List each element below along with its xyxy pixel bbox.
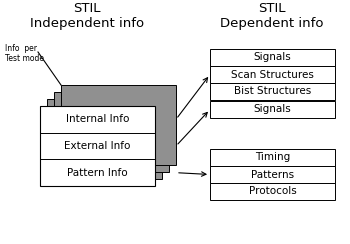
Text: STIL
Dependent info: STIL Dependent info xyxy=(220,2,324,30)
Bar xyxy=(40,106,155,186)
Bar xyxy=(210,66,335,83)
Text: External Info: External Info xyxy=(64,141,131,151)
Text: Patterns: Patterns xyxy=(251,170,294,180)
Text: Signals: Signals xyxy=(254,52,291,62)
Bar xyxy=(47,99,162,179)
Bar xyxy=(210,166,335,183)
Bar xyxy=(210,101,335,118)
Bar xyxy=(210,183,335,200)
Text: Timing: Timing xyxy=(255,152,290,163)
Text: Info  per
Test mode: Info per Test mode xyxy=(5,44,44,63)
Text: Protocols: Protocols xyxy=(248,186,296,196)
Bar xyxy=(210,83,335,100)
Text: Bist Structures: Bist Structures xyxy=(234,87,311,96)
Text: Scan Structures: Scan Structures xyxy=(231,70,314,80)
Bar xyxy=(210,49,335,66)
Text: STIL
Independent info: STIL Independent info xyxy=(30,2,144,30)
Text: Internal Info: Internal Info xyxy=(66,114,129,124)
Text: Pattern Info: Pattern Info xyxy=(67,168,128,178)
Bar xyxy=(61,85,176,165)
Text: Signals: Signals xyxy=(254,104,291,114)
Bar xyxy=(54,92,169,172)
Bar xyxy=(210,149,335,166)
